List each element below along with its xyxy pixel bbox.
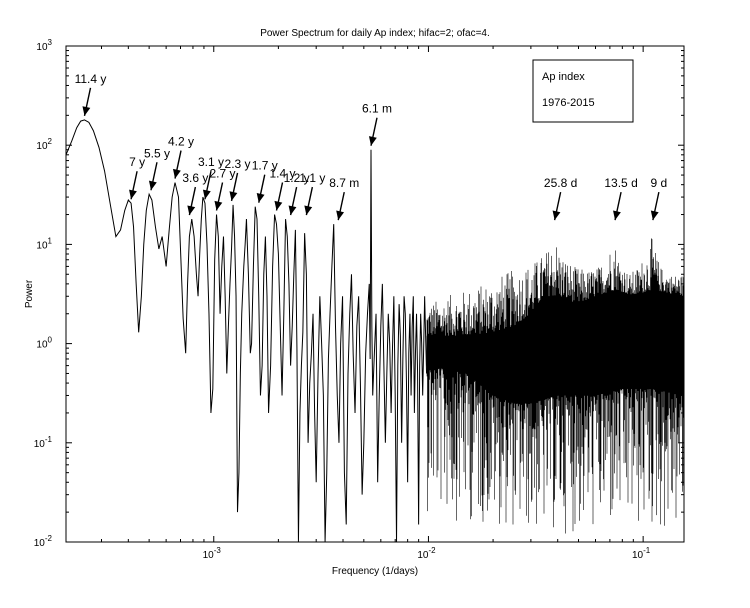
peak-annotation-5: 3.1 y (198, 155, 224, 200)
peak-annotation-14: 25.8 d (544, 176, 577, 221)
peak-annotation-10: 1.2 y (284, 171, 310, 216)
peak-annotation-9: 1.4 y (269, 167, 296, 211)
x-tick-label-1: 10-2 (417, 546, 436, 561)
peak-label-0: 11.4 y (75, 72, 107, 86)
peak-label-11: 1.1 y (299, 171, 325, 185)
peak-label-9: 1.4 y (269, 167, 295, 181)
y-tick-label-3: 101 (36, 236, 52, 251)
x-axis-label: Frequency (1/days) (332, 566, 418, 577)
tick-layer: 10-3 10-2 10-1 10-2 10-1 100 101 102 103 (34, 38, 684, 561)
peak-label-7: 2.3 y (225, 157, 251, 171)
peak-arrow-head-12 (336, 210, 345, 221)
peak-arrow-head-1 (129, 189, 137, 200)
peak-label-3: 4.2 y (168, 135, 194, 149)
x-tick-label-0: 10-3 (203, 546, 222, 561)
peak-arrow-head-9 (274, 200, 283, 211)
peak-label-5: 3.1 y (198, 155, 224, 169)
series-line-0 (65, 119, 428, 543)
peak-annotation-0: 11.4 y (75, 72, 107, 117)
y-tick-label-0: 10-2 (34, 534, 53, 549)
peak-label-8: 1.7 y (252, 159, 278, 173)
peak-arrow-head-15 (613, 210, 621, 221)
noise-band-spikes (426, 238, 685, 534)
peak-arrow-head-14 (552, 210, 561, 221)
peak-label-12: 8.7 m (329, 176, 359, 190)
peak-arrow-head-6 (214, 200, 223, 211)
noise-band-layer (426, 238, 685, 534)
peak-arrow-head-16 (650, 210, 659, 221)
peak-annotation-3: 4.2 y (168, 135, 194, 179)
peak-label-15: 13.5 d (604, 176, 637, 190)
chart-title: Power Spectrum for daily Ap index; hifac… (260, 28, 490, 39)
peak-arrow-head-3 (172, 168, 181, 179)
peak-annotation-8: 1.7 y (252, 159, 278, 203)
plot-frame (65, 45, 685, 543)
peak-label-14: 25.8 d (544, 176, 577, 190)
peak-arrow-head-5 (202, 189, 211, 200)
peak-annotation-11: 1.1 y (299, 171, 325, 216)
peak-arrow-head-8 (256, 193, 265, 203)
peak-label-13: 6.1 m (362, 102, 392, 116)
peak-arrow-head-7 (229, 191, 238, 201)
peak-annotation-2: 5.5 y (144, 146, 170, 191)
peak-annotation-7: 2.3 y (225, 157, 251, 202)
peak-label-16: 9 d (651, 176, 668, 190)
peak-annotation-15: 13.5 d (604, 176, 638, 221)
peak-annotation-16: 9 d (650, 176, 668, 221)
peak-arrow-head-2 (148, 180, 157, 191)
peak-arrow-head-0 (82, 106, 91, 116)
legend-frame (532, 59, 634, 123)
series-layer (65, 119, 428, 543)
peak-annotation-13: 6.1 m (362, 102, 392, 146)
y-axis-label: Power (24, 279, 35, 308)
y-tick-label-4: 102 (36, 137, 52, 152)
legend-box: Ap index 1976-2015 (532, 59, 634, 123)
peak-annotation-4: 3.6 y (182, 171, 208, 216)
legend-line-1: Ap index (542, 71, 585, 83)
peak-label-2: 5.5 y (144, 146, 170, 160)
y-tick-label-2: 100 (36, 336, 52, 351)
peak-arrow-head-10 (288, 205, 297, 216)
peak-annotation-6: 2.7 y (210, 167, 236, 211)
x-tick-label-2: 10-1 (632, 546, 651, 561)
peak-arrow-head-11 (304, 205, 313, 216)
peak-label-4: 3.6 y (182, 171, 208, 185)
peak-label-6: 2.7 y (210, 167, 236, 181)
y-tick-label-1: 10-1 (34, 435, 53, 450)
legend-line-2: 1976-2015 (542, 97, 595, 109)
peak-label-1: 7 y (129, 155, 145, 169)
y-tick-label-5: 103 (36, 38, 52, 53)
peak-label-10: 1.2 y (284, 171, 310, 185)
peak-annotation-1: 7 y (129, 155, 145, 200)
peak-annotation-12: 8.7 m (329, 176, 359, 221)
peak-arrow-head-13 (368, 136, 377, 146)
peak-arrow-head-4 (187, 205, 196, 216)
